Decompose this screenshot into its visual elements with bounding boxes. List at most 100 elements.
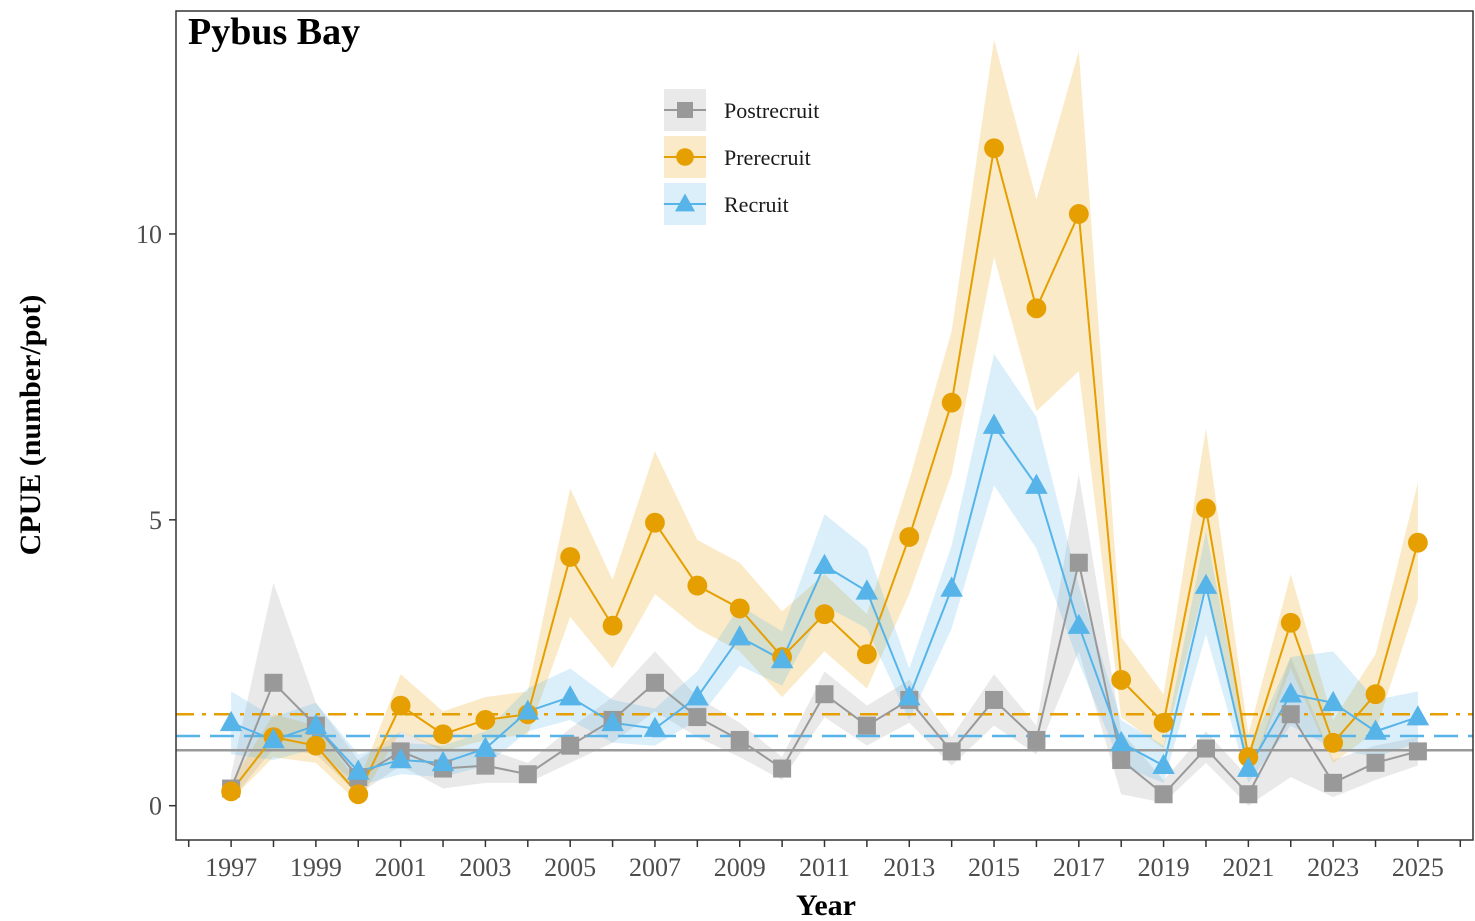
marker-postrecruit-2008 bbox=[688, 708, 707, 727]
marker-postrecruit-2009 bbox=[730, 730, 749, 749]
marker-recruit-2001 bbox=[389, 748, 412, 769]
marker-recruit-2005 bbox=[558, 685, 582, 706]
marker-postrecruit-2015 bbox=[985, 690, 1004, 709]
marker-postrecruit-2016 bbox=[1027, 730, 1046, 749]
legend-label-recruit: Recruit bbox=[724, 192, 789, 217]
x-tick-label-1999: 1999 bbox=[290, 853, 342, 882]
marker-recruit-2017 bbox=[1067, 613, 1091, 634]
marker-recruit-2000 bbox=[347, 759, 370, 780]
x-tick-label-2025: 2025 bbox=[1392, 853, 1444, 882]
marker-recruit-2023 bbox=[1321, 690, 1345, 712]
marker-prerecruit-2001 bbox=[390, 695, 411, 716]
marker-recruit-2007 bbox=[643, 716, 667, 737]
marker-recruit-2009 bbox=[728, 625, 751, 646]
legend-key-marker-recruit bbox=[675, 193, 695, 212]
marker-postrecruit-2022 bbox=[1281, 705, 1300, 724]
legend-key-marker-prerecruit bbox=[676, 148, 694, 166]
marker-postrecruit-1998 bbox=[264, 673, 283, 692]
x-tick-label-2021: 2021 bbox=[1222, 853, 1274, 882]
y-axis: 0 5 10 bbox=[136, 220, 176, 821]
marker-prerecruit-2003 bbox=[475, 710, 496, 730]
marker-prerecruit-1999 bbox=[305, 735, 326, 756]
series-markers bbox=[219, 138, 1430, 805]
legend-key-marker-postrecruit bbox=[677, 102, 693, 118]
x-tick-label-2011: 2011 bbox=[799, 853, 850, 882]
x-tick-label-2001: 2001 bbox=[375, 853, 427, 882]
marker-recruit-2008 bbox=[686, 685, 709, 706]
marker-recruit-2012 bbox=[855, 579, 879, 600]
marker-postrecruit-2010 bbox=[773, 759, 792, 778]
marker-recruit-2011 bbox=[813, 553, 836, 574]
x-tick-label-2005: 2005 bbox=[544, 853, 596, 882]
x-tick-label-2017: 2017 bbox=[1053, 853, 1105, 882]
y-tick-label-10: 10 bbox=[136, 220, 162, 249]
marker-postrecruit-2011 bbox=[815, 685, 834, 704]
marker-recruit-1997 bbox=[219, 710, 243, 732]
x-tick-label-2009: 2009 bbox=[714, 853, 766, 882]
marker-recruit-2021 bbox=[1237, 756, 1260, 777]
marker-postrecruit-2005 bbox=[561, 736, 580, 755]
marker-prerecruit-2016 bbox=[1026, 298, 1047, 319]
marker-prerecruit-2005 bbox=[560, 547, 581, 567]
marker-postrecruit-2025 bbox=[1408, 742, 1427, 761]
y-tick-label-5: 5 bbox=[149, 506, 162, 535]
marker-prerecruit-2017 bbox=[1068, 204, 1089, 224]
marker-prerecruit-2011 bbox=[814, 604, 835, 625]
x-tick-label-2007: 2007 bbox=[629, 853, 681, 882]
marker-prerecruit-2018 bbox=[1111, 670, 1132, 690]
marker-prerecruit-2020 bbox=[1196, 498, 1216, 519]
marker-prerecruit-2002 bbox=[433, 724, 453, 745]
marker-recruit-2002 bbox=[431, 750, 455, 772]
marker-postrecruit-2007 bbox=[645, 673, 664, 692]
marker-postrecruit-2018 bbox=[1112, 750, 1131, 769]
marker-postrecruit-2024 bbox=[1366, 753, 1385, 772]
marker-prerecruit-2009 bbox=[729, 598, 750, 619]
legend-label-postrecruit: Postrecruit bbox=[724, 98, 819, 123]
marker-recruit-2019 bbox=[1152, 753, 1175, 774]
x-tick-label-2019: 2019 bbox=[1138, 853, 1190, 882]
x-tick-label-2003: 2003 bbox=[459, 853, 511, 882]
marker-postrecruit-2004 bbox=[518, 765, 537, 784]
marker-prerecruit-2013 bbox=[899, 527, 920, 547]
marker-recruit-2014 bbox=[940, 576, 963, 597]
x-axis-title: Year bbox=[796, 889, 856, 921]
marker-postrecruit-2014 bbox=[942, 742, 961, 761]
marker-prerecruit-2007 bbox=[645, 512, 665, 533]
marker-postrecruit-2017 bbox=[1069, 553, 1088, 572]
marker-recruit-2010 bbox=[770, 648, 794, 669]
marker-postrecruit-2012 bbox=[857, 716, 876, 735]
y-tick-label-0: 0 bbox=[149, 792, 162, 821]
marker-postrecruit-2020 bbox=[1196, 739, 1215, 758]
band-prerecruit bbox=[231, 39, 1418, 803]
marker-postrecruit-2003 bbox=[476, 756, 495, 775]
marker-recruit-2025 bbox=[1406, 705, 1430, 726]
legend-label-prerecruit: Prerecruit bbox=[724, 145, 811, 170]
marker-recruit-2006 bbox=[601, 710, 624, 732]
marker-prerecruit-2006 bbox=[602, 615, 623, 636]
legend: Postrecruit Prerecruit Recruit bbox=[664, 89, 819, 225]
x-tick-label-2013: 2013 bbox=[883, 853, 935, 882]
marker-recruit-2015 bbox=[982, 413, 1006, 434]
x-tick-label-2023: 2023 bbox=[1307, 853, 1359, 882]
marker-recruit-2016 bbox=[1025, 473, 1048, 494]
marker-prerecruit-2024 bbox=[1365, 684, 1386, 705]
marker-prerecruit-1997 bbox=[221, 781, 242, 802]
marker-prerecruit-2015 bbox=[984, 138, 1004, 159]
marker-recruit-2024 bbox=[1364, 719, 1387, 740]
marker-recruit-2004 bbox=[516, 699, 540, 720]
marker-prerecruit-2025 bbox=[1407, 532, 1428, 553]
marker-prerecruit-2014 bbox=[941, 392, 962, 413]
marker-prerecruit-2023 bbox=[1323, 732, 1344, 753]
marker-recruit-2022 bbox=[1279, 682, 1302, 703]
y-axis-title: CPUE (number/pot) bbox=[14, 295, 47, 556]
marker-recruit-1999 bbox=[304, 713, 328, 734]
marker-prerecruit-2019 bbox=[1153, 712, 1174, 733]
x-tick-label-1997: 1997 bbox=[205, 853, 257, 882]
marker-recruit-2003 bbox=[474, 736, 497, 757]
marker-recruit-2020 bbox=[1194, 573, 1218, 594]
marker-recruit-1998 bbox=[262, 728, 285, 749]
x-axis: 1997 1999 2001 2003 2005 2007 2009 2011 2013 2015… bbox=[187, 840, 1462, 882]
marker-postrecruit-2023 bbox=[1324, 773, 1343, 792]
